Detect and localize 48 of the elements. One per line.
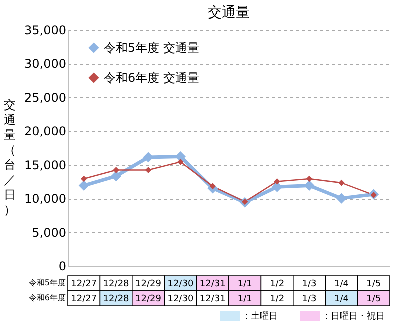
x-tick-label: 1/3 bbox=[302, 280, 317, 290]
x-tick-label: 12/29 bbox=[136, 280, 162, 290]
category-label: 1/2 bbox=[270, 294, 285, 304]
chart-title: 交通量 bbox=[208, 5, 250, 21]
category-label: 1/3 bbox=[302, 294, 317, 304]
point bbox=[78, 180, 90, 192]
y-tick-label: 15,000 bbox=[24, 158, 66, 172]
x-tick-label: 1/5 bbox=[366, 280, 382, 290]
x-tick-label: 1/4 bbox=[334, 280, 350, 290]
point bbox=[143, 152, 154, 163]
point bbox=[145, 167, 152, 174]
y-axis-title: 交通量（台／日） bbox=[4, 98, 16, 217]
y-tick-label: 35,000 bbox=[24, 24, 66, 38]
category-label: 12/30 bbox=[168, 294, 194, 304]
category-label: 12/31 bbox=[200, 294, 226, 304]
x-tick-label: 1/2 bbox=[270, 280, 285, 290]
x-tick-label: 12/30 bbox=[168, 280, 194, 290]
y-tick-label: 20,000 bbox=[24, 124, 66, 139]
point bbox=[80, 176, 88, 182]
point bbox=[113, 167, 120, 174]
text: ：土曜日 bbox=[242, 311, 278, 322]
point bbox=[274, 178, 280, 185]
point bbox=[336, 193, 347, 204]
point bbox=[338, 180, 345, 186]
y-tick-label: 10,000 bbox=[24, 192, 66, 206]
category-label: 1/5 bbox=[366, 294, 382, 304]
legend-label: 令和6年度 交通量 bbox=[104, 71, 200, 85]
point bbox=[178, 159, 184, 166]
x-tick-label: 1/1 bbox=[238, 280, 252, 290]
x-tick-label: 12/28 bbox=[103, 280, 130, 290]
category-label: 12/27 bbox=[71, 294, 98, 304]
y-tick-label: 0 bbox=[58, 260, 66, 274]
text: 令和5年度 bbox=[28, 278, 66, 288]
category-label: 12/28 bbox=[103, 294, 130, 304]
y-tick-label: 5,000 bbox=[32, 226, 66, 240]
text: 令和6年度 bbox=[28, 294, 66, 302]
point bbox=[111, 171, 122, 182]
x-tick-label: 12/27 bbox=[71, 280, 98, 290]
category-label: 12/29 bbox=[136, 294, 162, 304]
point bbox=[306, 176, 313, 182]
x-tick-label: 12/31 bbox=[200, 280, 226, 290]
text: ：日曜日・祝日 bbox=[322, 311, 385, 322]
y-tick-label: 25,000 bbox=[24, 90, 66, 105]
legend-label: 令和5年度 交通量 bbox=[104, 41, 200, 55]
category-label: 1/1 bbox=[238, 294, 252, 304]
category-label: 1/4 bbox=[334, 294, 349, 304]
y-tick-label: 30,000 bbox=[24, 57, 66, 72]
point bbox=[304, 180, 315, 192]
